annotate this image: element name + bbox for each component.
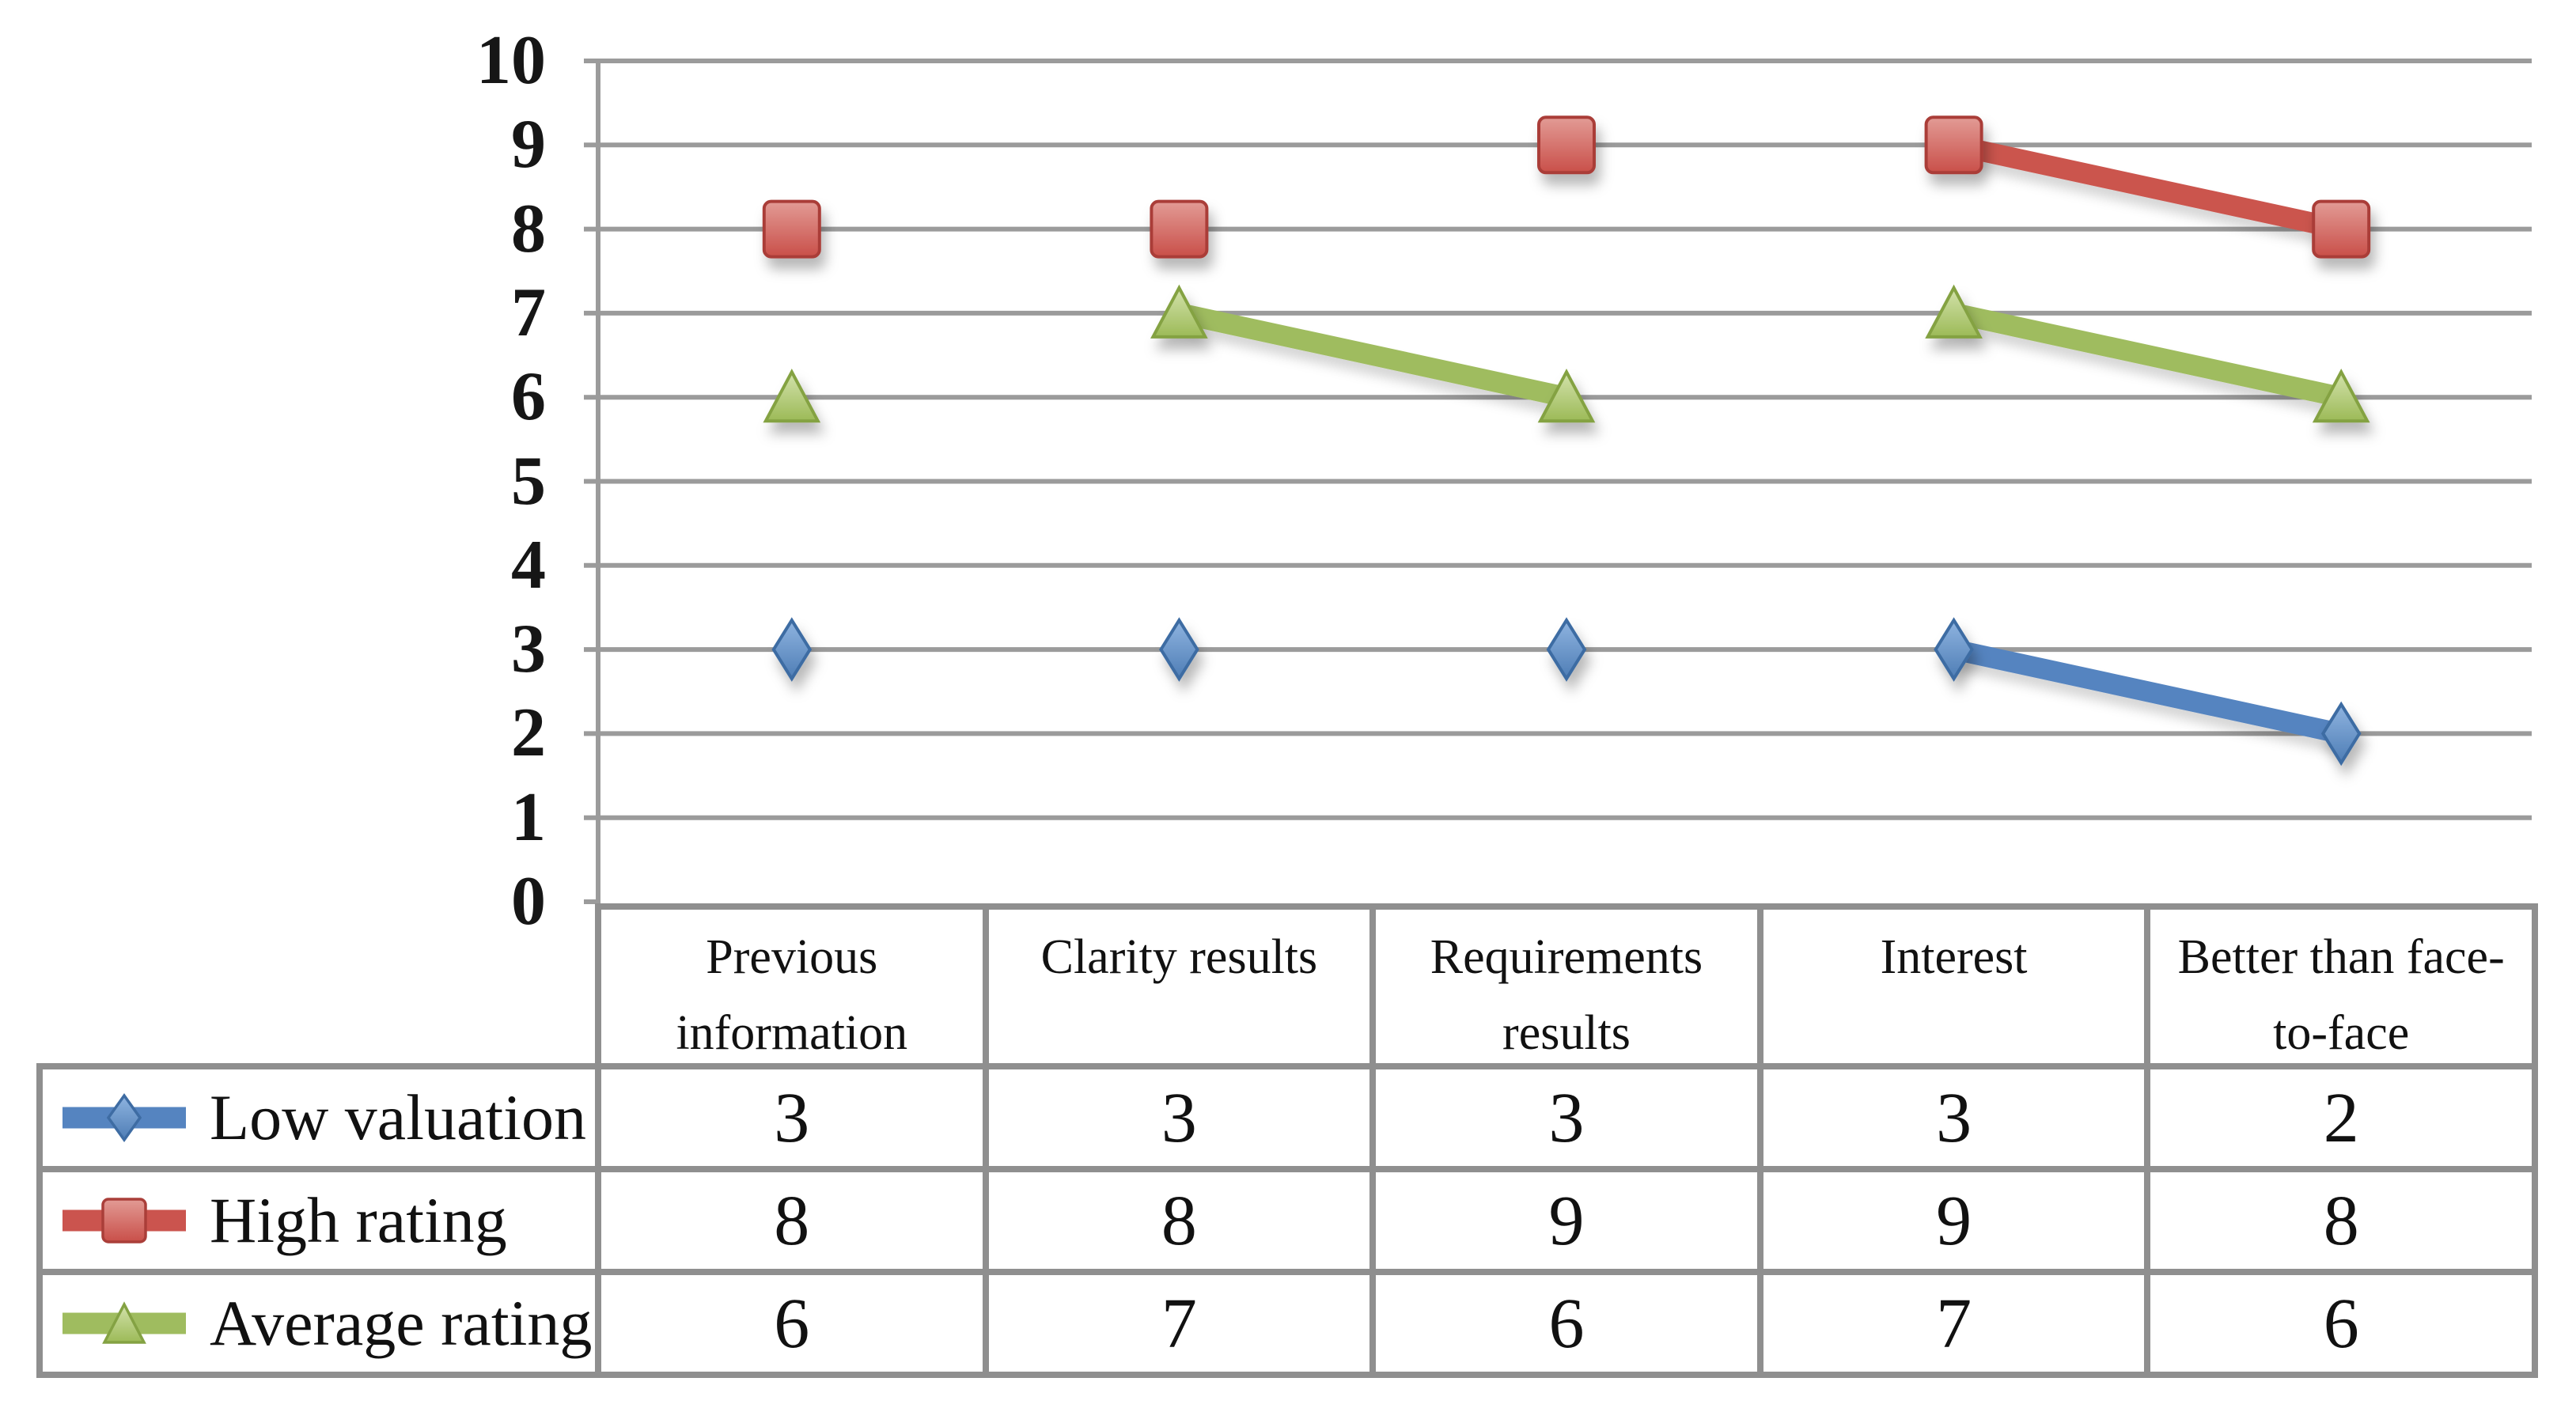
y-axis — [584, 59, 600, 905]
y-axis-label: 10 — [476, 22, 546, 99]
value-cell: 7 — [988, 1275, 1370, 1372]
y-axis-label: 4 — [511, 526, 546, 604]
value-cell: 9 — [1763, 1172, 2145, 1269]
y-axis-label: 6 — [511, 358, 546, 436]
series-line-high-rating — [1951, 134, 2343, 240]
legend-label: Low valuation — [210, 1081, 586, 1153]
diamond-marker — [1934, 617, 1974, 682]
diamond-marker — [1546, 617, 1587, 682]
square-marker — [1924, 115, 1983, 175]
value-cell: 8 — [988, 1172, 1370, 1269]
value-cell: 6 — [1376, 1275, 1757, 1372]
value-cell: 3 — [601, 1069, 983, 1166]
legend-key-diamond — [106, 1092, 142, 1143]
triangle-marker — [763, 368, 821, 423]
series-line-low-valuation — [1951, 639, 2343, 744]
square-marker — [1150, 199, 1209, 259]
diamond-marker — [2320, 701, 2362, 766]
triangle-marker — [1537, 368, 1596, 423]
legend-cell: Low valuation — [43, 1069, 595, 1166]
value-cell: 3 — [988, 1069, 1370, 1166]
data-table: Low valuation 3 3 3 3 2 High rating 8 8 9 9 8 Averag… — [36, 1063, 2538, 1378]
series-line-average-rating — [1176, 303, 1569, 407]
category-header-cell: Previous information — [601, 910, 983, 1071]
legend-key-square — [101, 1198, 147, 1243]
y-axis-label: 1 — [511, 778, 546, 856]
value-cell: 6 — [601, 1275, 983, 1372]
category-header-cell: Interest — [1763, 910, 2145, 1071]
y-axis-label: 7 — [511, 274, 546, 351]
legend-key-triangle — [102, 1301, 146, 1344]
square-marker — [762, 199, 821, 259]
triangle-marker — [2312, 368, 2370, 423]
y-axis-label: 8 — [511, 190, 546, 267]
y-axis-label: 2 — [511, 695, 546, 772]
value-cell: 8 — [2150, 1172, 2532, 1269]
legend-key-square-icon — [63, 1198, 186, 1243]
category-header-cell: Better than face-to-face — [2150, 910, 2532, 1071]
y-axis-label: 3 — [511, 611, 546, 688]
triangle-marker — [1150, 284, 1208, 339]
category-header-cell: Clarity results — [988, 910, 1370, 1071]
series-markers — [762, 115, 2371, 766]
value-cell: 3 — [1376, 1069, 1757, 1166]
value-cell: 8 — [601, 1172, 983, 1269]
legend-label: Average rating — [210, 1287, 593, 1359]
triangle-marker — [1925, 284, 1983, 339]
legend-key-diamond-icon — [63, 1092, 186, 1143]
diamond-marker — [1159, 617, 1199, 682]
series-line-average-rating — [1951, 303, 2343, 407]
y-axis-label: 0 — [511, 863, 546, 940]
category-header-cell: Requirements results — [1376, 910, 1757, 1071]
value-cell: 3 — [1763, 1069, 2145, 1166]
y-axis-label: 5 — [511, 442, 546, 520]
y-axis-label: 9 — [511, 106, 546, 184]
value-cell: 2 — [2150, 1069, 2532, 1166]
value-cell: 9 — [1376, 1172, 1757, 1269]
category-header-row: Previous information Clarity results Requi… — [595, 903, 2538, 1071]
legend-cell: Average rating — [43, 1275, 595, 1372]
legend-key-triangle-icon — [63, 1301, 186, 1344]
legend-label: High rating — [210, 1184, 507, 1256]
value-cell: 7 — [1763, 1275, 2145, 1372]
diamond-marker — [771, 617, 813, 682]
legend-cell: High rating — [43, 1172, 595, 1269]
value-cell: 6 — [2150, 1275, 2532, 1372]
square-marker — [1537, 115, 1596, 175]
square-marker — [2312, 199, 2371, 259]
